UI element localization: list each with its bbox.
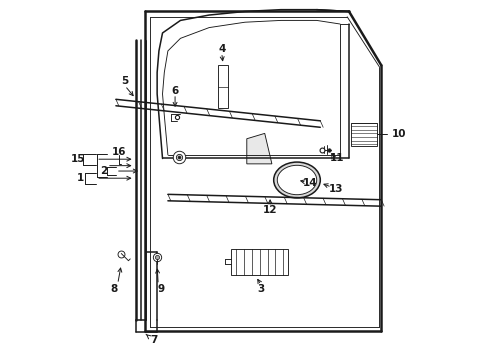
Text: 9: 9 <box>157 284 164 294</box>
Text: 2: 2 <box>100 166 107 176</box>
Text: 13: 13 <box>329 184 343 194</box>
Text: 5: 5 <box>121 76 128 86</box>
Text: 10: 10 <box>392 129 407 139</box>
Text: 3: 3 <box>258 284 265 294</box>
Polygon shape <box>247 134 272 164</box>
Text: 6: 6 <box>172 86 179 96</box>
Text: 12: 12 <box>263 206 277 216</box>
Text: 8: 8 <box>110 284 118 294</box>
Text: 4: 4 <box>218 44 225 54</box>
Text: 7: 7 <box>150 334 157 345</box>
Text: 11: 11 <box>330 153 345 163</box>
FancyBboxPatch shape <box>351 123 377 146</box>
FancyBboxPatch shape <box>231 249 288 275</box>
Bar <box>218 65 228 108</box>
Ellipse shape <box>274 162 320 198</box>
Text: 15: 15 <box>71 154 85 164</box>
Text: 16: 16 <box>112 147 126 157</box>
Text: 1: 1 <box>77 173 84 183</box>
Ellipse shape <box>277 165 317 195</box>
Text: 14: 14 <box>303 178 318 188</box>
